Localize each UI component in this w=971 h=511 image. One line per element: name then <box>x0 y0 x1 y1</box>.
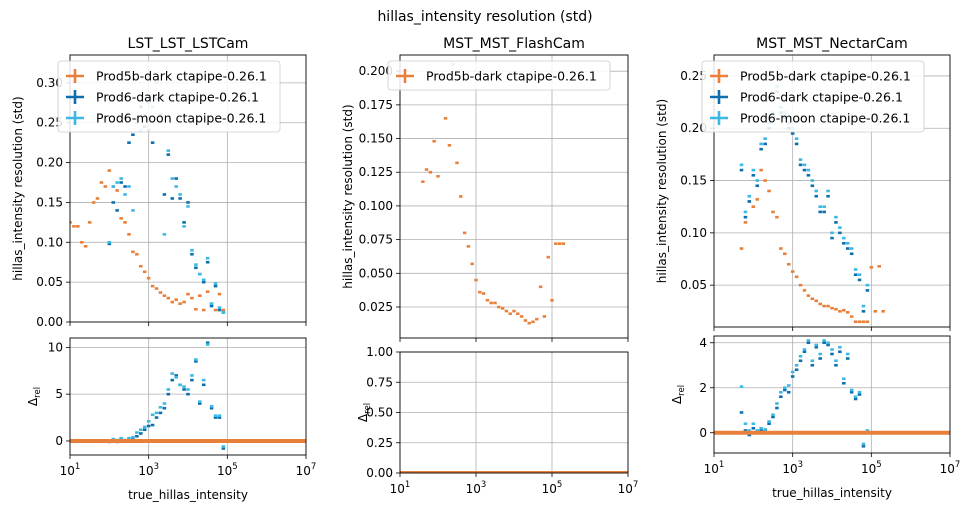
axes-frame <box>713 335 951 454</box>
y-tick-label: 0.50 <box>366 406 393 420</box>
legend-frame <box>387 60 611 91</box>
x-tick-label: 101 <box>390 480 411 496</box>
y-tick-label: 0.00 <box>36 315 63 329</box>
y-tick-label: 0.025 <box>359 300 393 314</box>
subplots: 0.00 0.05 0.10 0.15 0.20 0.25 0.30 LST_LST_LSTC… <box>11 36 960 502</box>
y-tick-label: 0.30 <box>36 76 63 90</box>
x-tick-label: 107 <box>618 480 639 496</box>
x-tick-label: 105 <box>861 460 882 476</box>
legend-label: Prod5b-dark ctapipe-0.26.1 <box>96 69 267 84</box>
legend-label: Prod6-dark ctapipe-0.26.1 <box>740 90 903 105</box>
x-axis-label: true_hillas_intensity <box>128 488 248 502</box>
y-axis-label: Δrel <box>26 387 43 406</box>
subplot-title: MST_MST_NectarCam <box>756 36 908 52</box>
y-tick-label: 0.25 <box>680 69 707 83</box>
x-tick-label: 105 <box>542 480 563 496</box>
y-tick-label: 0.175 <box>359 98 393 112</box>
y-tick-label: 0.75 <box>366 375 393 389</box>
y-tick-label: 10 <box>48 340 63 354</box>
y-tick-label: 0.00 <box>366 466 393 480</box>
figure-suptitle: hillas_intensity resolution (std) <box>377 9 592 25</box>
y-tick-label: 0.15 <box>680 174 707 188</box>
x-tick-label: 103 <box>782 460 803 476</box>
series-layer <box>714 339 950 448</box>
y-tick-label: 0.075 <box>359 233 393 247</box>
legend: Prod5b-dark ctapipe-0.26.1 Prod6-dark cta… <box>57 60 281 133</box>
axes-frame <box>399 351 629 474</box>
axes-frame <box>399 54 629 339</box>
axes-mst-nectar-main: 0.05 0.10 0.15 0.20 0.25 MST_MST_NectarCamhil… <box>655 36 951 331</box>
axes-frame <box>713 54 951 328</box>
axes-frame <box>69 337 307 456</box>
legend-label: Prod6-dark ctapipe-0.26.1 <box>96 90 259 105</box>
legend-label: Prod6-moon ctapipe-0.26.1 <box>96 111 266 126</box>
y-tick-label: 2 <box>699 381 707 395</box>
y-tick-label: 0.050 <box>359 266 393 280</box>
legend-label: Prod5b-dark ctapipe-0.26.1 <box>740 69 911 84</box>
y-tick-label: 0.20 <box>680 121 707 135</box>
y-tick-label: 0.25 <box>36 116 63 130</box>
legend: Prod5b-dark ctapipe-0.26.1 <box>387 60 611 91</box>
series-layer <box>739 85 885 324</box>
y-tick-label: 5 <box>55 387 63 401</box>
y-tick-label: 0 <box>699 426 707 440</box>
y-tick-label: 0.200 <box>359 64 393 78</box>
subplot-title: MST_MST_FlashCam <box>443 36 585 52</box>
y-tick-label: 0.05 <box>36 275 63 289</box>
y-axis-label: hillas_intensity resolution (std) <box>11 96 25 280</box>
axes-lst-main: 0.00 0.05 0.10 0.15 0.20 0.25 0.30 LST_LST_LSTC… <box>11 36 307 329</box>
legend-frame <box>701 60 925 133</box>
y-tick-label: 0 <box>55 434 63 448</box>
x-tick-label: 101 <box>60 462 81 478</box>
subplot-title: LST_LST_LSTCam <box>128 36 249 52</box>
axes-mst-nectar-rel: 0 2 4 101 103 105 107 Δrel true_hillas_intensity <box>670 335 961 500</box>
series-layer <box>70 341 306 450</box>
y-tick-label: 0.15 <box>36 195 63 209</box>
series-layer <box>421 63 566 325</box>
y-axis-label: hillas_intensity resolution (std) <box>655 99 669 283</box>
x-axis-label: true_hillas_intensity <box>772 486 892 500</box>
legend: Prod5b-dark ctapipe-0.26.1 Prod6-dark cta… <box>701 60 925 133</box>
y-tick-label: 0.20 <box>36 156 63 170</box>
axes-lst-rel: 0 5 10 101 103 105 107 Δrel true_hillas_intensit… <box>26 337 317 502</box>
y-tick-label: 0.100 <box>359 199 393 213</box>
x-tick-label: 105 <box>217 462 238 478</box>
x-tick-label: 107 <box>296 462 317 478</box>
y-tick-label: 0.125 <box>359 165 393 179</box>
y-tick-label: 0.05 <box>680 278 707 292</box>
y-axis-label: hillas_intensity resolution (std) <box>341 104 355 288</box>
legend-label: Prod6-moon ctapipe-0.26.1 <box>740 111 910 126</box>
y-tick-label: 4 <box>699 336 707 350</box>
y-tick-label: 0.150 <box>359 132 393 146</box>
axes-frame <box>69 54 307 323</box>
x-tick-label: 101 <box>704 460 725 476</box>
axes-mst-flash-main: 0.025 0.050 0.075 0.100 0.125 0.150 0.175 0.200… <box>341 36 629 342</box>
legend-label: Prod5b-dark ctapipe-0.26.1 <box>426 69 597 84</box>
y-tick-label: 0.10 <box>36 235 63 249</box>
y-tick-label: 0.25 <box>366 436 393 450</box>
legend-frame <box>57 60 281 133</box>
x-tick-label: 103 <box>466 480 487 496</box>
x-tick-label: 103 <box>138 462 159 478</box>
y-tick-label: 1.00 <box>366 345 393 359</box>
x-tick-label: 107 <box>940 460 961 476</box>
y-tick-label: 0.10 <box>680 226 707 240</box>
y-axis-label: Δrel <box>670 385 687 404</box>
